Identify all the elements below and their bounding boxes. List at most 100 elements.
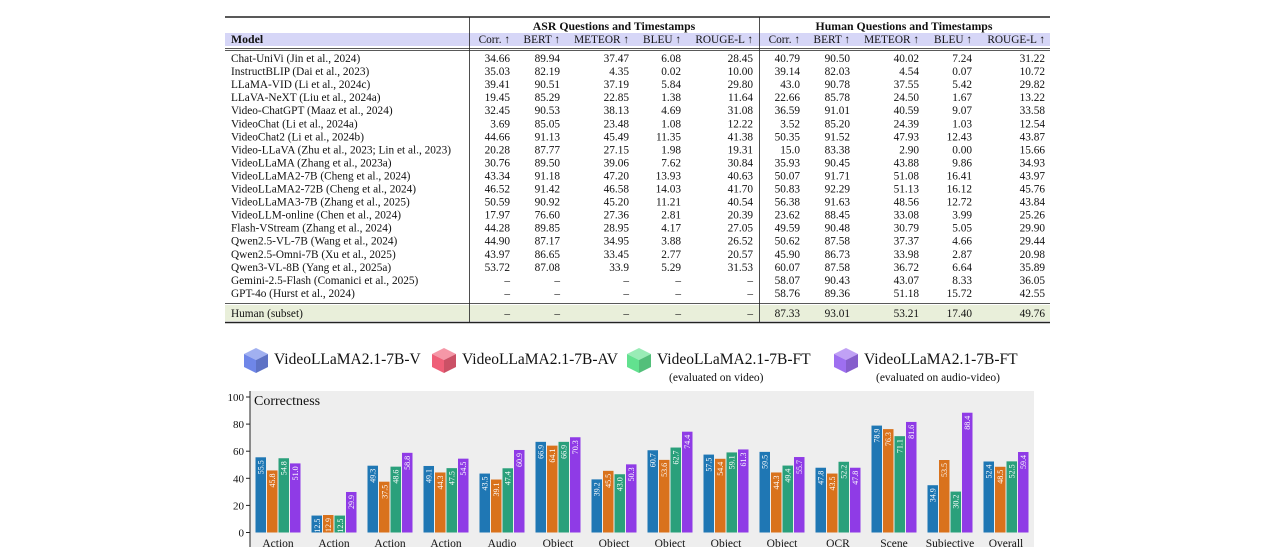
bar-value-label: 39.2: [593, 482, 602, 496]
x-category-label: Action: [262, 538, 294, 547]
table-cell: 3.69: [490, 118, 510, 130]
table-cell: –: [553, 288, 560, 300]
table-cell: 50.35: [775, 131, 801, 143]
bar-value-label: 54.8: [280, 461, 289, 475]
table-cell: 91.52: [825, 131, 851, 143]
table-cell: 50.07: [775, 170, 801, 182]
table-cell: 39.06: [604, 157, 630, 169]
table-cell: 91.42: [535, 184, 561, 196]
y-tick-label: 100: [228, 392, 245, 404]
table-cell: 50.83: [775, 184, 801, 196]
bar: [423, 465, 434, 533]
bar-value-label: 59.5: [761, 455, 770, 469]
x-category-label: Action: [430, 538, 462, 547]
table-cell: 89.36: [825, 288, 851, 300]
table-cell: 19.45: [485, 92, 511, 104]
table-cell: 3.52: [780, 118, 800, 130]
x-category-label: Object: [543, 538, 574, 547]
bar: [614, 474, 625, 533]
bar-value-label: 52.5: [1008, 464, 1017, 478]
table-cell: 10.72: [1020, 66, 1046, 78]
bar: [1006, 461, 1017, 533]
table-cell: 87.17: [535, 236, 561, 248]
table-cell: 82.19: [535, 66, 561, 78]
legend-sublabel: (evaluated on video): [669, 372, 764, 384]
table-cell: 58.07: [775, 275, 801, 287]
legend-item: VideoLLaMA2.1-7B-AV: [430, 346, 618, 374]
table-cell: 43.87: [1020, 131, 1046, 143]
bar: [379, 481, 390, 533]
table-cell: 40.02: [894, 53, 920, 65]
table-cell: 5.84: [661, 79, 681, 91]
table-cell: 23.62: [775, 210, 801, 222]
table-cell: 40.63: [728, 170, 754, 182]
table-cell: 89.94: [535, 53, 561, 65]
table-cell: 14.03: [656, 184, 682, 196]
table-cell: 46.52: [485, 184, 511, 196]
human-row-cell: –: [674, 308, 681, 320]
results-table: ASR Questions and Timestamps Human Questi…: [225, 16, 1050, 324]
table-row-model: VideoChat (Li et al., 2024a): [231, 118, 358, 130]
bar: [446, 468, 457, 533]
table-cell: 46.58: [604, 184, 630, 196]
table-cell: 31.08: [728, 105, 754, 117]
group-header-asr: ASR Questions and Timestamps: [533, 19, 696, 33]
bar-value-label: 47.5: [448, 471, 457, 485]
human-row-cell: 93.01: [825, 308, 850, 320]
table-cell: 10.00: [728, 66, 754, 78]
table-cell: 4.35: [609, 66, 629, 78]
cube-icon: [834, 348, 858, 373]
table-cell: 24.39: [894, 118, 920, 130]
table-row-model: GPT-4o (Hurst et al., 2024): [231, 288, 355, 300]
table-cell: 35.89: [1020, 262, 1046, 274]
metric-header: BERT ↑: [524, 34, 560, 46]
table-cell: 7.24: [952, 53, 972, 65]
bar-value-label: 54.4: [716, 462, 725, 476]
bar: [290, 463, 301, 533]
bar: [703, 454, 714, 533]
bar-value-label: 71.1: [896, 439, 905, 453]
table-cell: 3.99: [952, 210, 972, 222]
table-cell: –: [674, 275, 681, 287]
bar-value-label: 64.1: [548, 449, 557, 463]
bar-value-label: 12.9: [324, 518, 333, 532]
table-row-model: LLaVA-NeXT (Liu et al., 2024a): [231, 92, 381, 104]
bar-value-label: 52.2: [840, 465, 849, 479]
table-row-model: VideoLLaMA (Zhang et al., 2023a): [231, 157, 392, 169]
table-cell: 39.41: [485, 79, 510, 91]
table-cell: 43.84: [1020, 197, 1046, 209]
bar: [311, 515, 322, 533]
table-cell: 35.93: [775, 157, 801, 169]
table-cell: 58.76: [775, 288, 801, 300]
bar-value-label: 44.3: [436, 475, 445, 489]
table-cell: 43.88: [894, 157, 920, 169]
bar-value-label: 55.5: [257, 460, 266, 474]
chart-legend: VideoLLaMA2.1-7B-V VideoLLaMA2.1-7B-AV Vid…: [0, 346, 1275, 394]
metric-header: Corr. ↑: [479, 34, 510, 46]
table-cell: 20.98: [1020, 249, 1046, 261]
table-cell: –: [622, 288, 629, 300]
table-cell: 9.86: [952, 157, 972, 169]
table-cell: 56.38: [775, 197, 801, 209]
table-cell: 28.95: [604, 223, 630, 235]
table-cell: 41.38: [728, 131, 754, 143]
x-category-label: Object: [599, 538, 630, 547]
bar-value-label: 43.5: [828, 477, 837, 491]
human-row-cell: 49.76: [1020, 308, 1046, 320]
bar: [759, 451, 770, 533]
y-tick-label: 20: [233, 500, 245, 512]
bar-value-label: 49.4: [784, 469, 793, 483]
table-cell: 11.35: [656, 131, 681, 143]
header-band: [225, 33, 1050, 46]
table-cell: 48.56: [894, 197, 920, 209]
table-cell: 47.20: [604, 170, 630, 182]
table-cell: 6.08: [661, 53, 681, 65]
bar: [670, 447, 681, 533]
table-cell: 2.87: [952, 249, 972, 261]
table-cell: 22.66: [775, 92, 801, 104]
table-cell: 9.07: [952, 105, 972, 117]
table-cell: 92.29: [825, 184, 851, 196]
bar-value-label: 78.9: [873, 429, 882, 443]
table-row-model: VideoChat2 (Li et al., 2024b): [231, 131, 364, 143]
bar: [927, 485, 938, 533]
